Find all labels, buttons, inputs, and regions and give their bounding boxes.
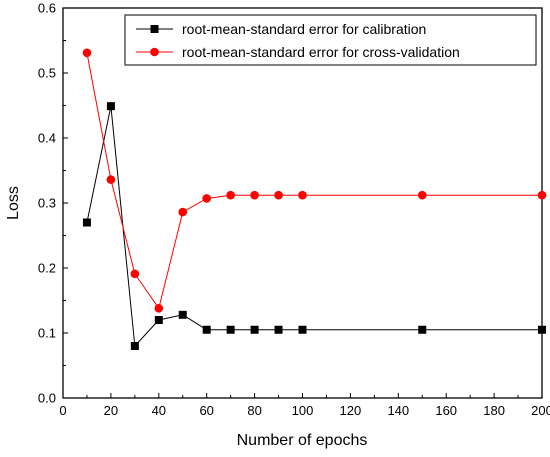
data-point: [274, 190, 283, 200]
x-tick-label: 100: [292, 403, 314, 418]
series-line: [86, 52, 542, 310]
x-tick-label: 120: [340, 403, 362, 418]
series-layer: [82, 48, 547, 350]
x-tick-label: 180: [483, 403, 505, 418]
data-point: [106, 102, 115, 111]
y-tick-label: 0.6: [38, 1, 56, 16]
data-point: [226, 190, 235, 200]
y-axis-title: Loss: [5, 186, 22, 220]
y-tick-label: 0.2: [38, 261, 56, 276]
legend: root-mean-standard error for calibration…: [124, 14, 537, 66]
y-tick-label: 0.1: [38, 326, 56, 341]
x-tick-label: 20: [104, 403, 118, 418]
data-point: [154, 316, 163, 324]
data-point: [418, 325, 427, 334]
data-point: [82, 48, 92, 58]
series-line: [86, 106, 542, 348]
data-point: [202, 194, 211, 203]
plot-frame: [62, 7, 543, 399]
y-axis-ticks: 0.0 0.1 0.2 0.3 0.4 0.5 0.6: [38, 1, 68, 406]
legend-entry-calibration: root-mean-standard error for calibration: [136, 21, 426, 37]
data-point: [537, 190, 547, 200]
y-tick-label: 0.4: [38, 131, 56, 146]
x-tick-label: 160: [435, 403, 457, 418]
data-point: [298, 190, 307, 200]
x-tick-label: 80: [247, 403, 261, 418]
legend-box: [124, 14, 537, 66]
data-point: [274, 325, 283, 334]
data-point: [130, 342, 139, 350]
data-point: [106, 175, 116, 184]
legend-entry-cross-validation: root-mean-standard error for cross-valid…: [136, 44, 460, 60]
data-point: [250, 325, 259, 334]
y-tick-label: 0.5: [38, 66, 56, 81]
series-1: [82, 48, 547, 313]
legend-label-cross-validation: root-mean-standard error for cross-valid…: [182, 44, 460, 60]
x-tick-label: 60: [199, 403, 213, 418]
data-point: [226, 325, 235, 334]
data-point: [178, 310, 187, 319]
data-point: [250, 190, 259, 200]
data-point: [298, 325, 307, 334]
x-tick-label: 0: [59, 403, 66, 418]
legend-marker-calibration: [150, 25, 159, 33]
data-point: [178, 207, 188, 217]
x-tick-label: 200: [531, 403, 550, 418]
x-axis-title: Number of epochs: [237, 432, 368, 449]
y-tick-label: 0.3: [38, 196, 56, 211]
data-point: [202, 325, 211, 334]
legend-label-calibration: root-mean-standard error for calibration: [182, 21, 426, 37]
data-point: [154, 304, 164, 313]
legend-marker-cross-validation: [150, 47, 159, 57]
data-point: [417, 190, 427, 200]
y-tick-label: 0.0: [38, 391, 56, 406]
data-point: [130, 269, 140, 279]
data-point: [82, 218, 91, 227]
data-point: [538, 325, 546, 334]
series-0: [82, 102, 546, 350]
x-tick-label: 140: [387, 403, 409, 418]
x-tick-label: 40: [152, 403, 166, 418]
x-axis-ticks: 0 20 40 60 80 100 120 140 160 180 200: [59, 393, 550, 418]
